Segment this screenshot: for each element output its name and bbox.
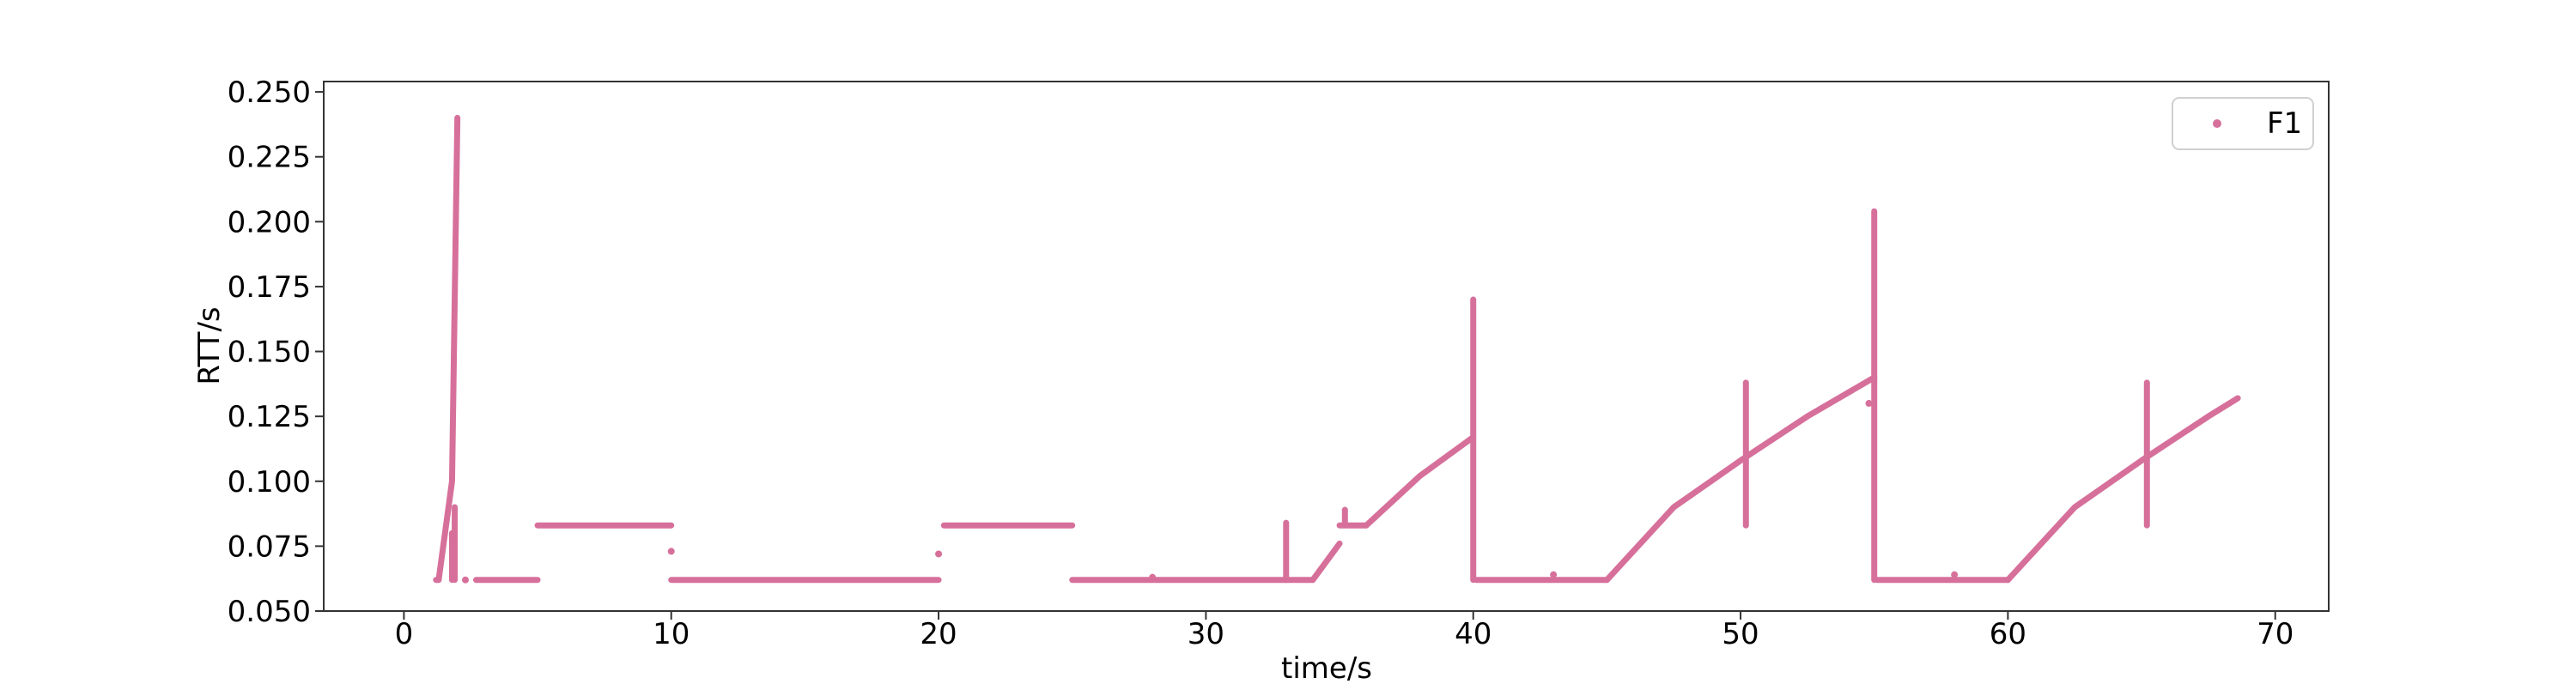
y-tick-label: 0.175 <box>228 270 311 305</box>
x-axis-label: time/s <box>1281 651 1372 686</box>
series-f1-segment <box>2004 395 2241 584</box>
y-tick-label: 0.200 <box>228 205 311 239</box>
series-f1-point <box>935 550 943 558</box>
series-f1-segment <box>1309 540 1343 584</box>
x-tick-label: 0 <box>395 617 414 651</box>
y-axis-ticks: 0.050 0.075 0.100 0.125 0.150 0.175 0.200 0.225… <box>228 76 324 629</box>
y-axis-label: RTT/s <box>192 306 227 384</box>
series-f1-point <box>462 576 470 584</box>
series-f1-segment <box>435 114 461 584</box>
x-tick-label: 30 <box>1188 617 1224 651</box>
y-tick-label: 0.150 <box>228 336 311 370</box>
y-tick-label: 0.225 <box>228 141 311 175</box>
y-tick-label: 0.050 <box>228 595 311 629</box>
x-tick-label: 10 <box>653 617 690 651</box>
series-f1-segment <box>1603 374 1878 584</box>
x-tick-label: 40 <box>1455 617 1492 651</box>
plot-frame <box>323 81 2330 612</box>
series-f1-segment <box>1363 433 1477 529</box>
y-tick-label: 0.075 <box>228 530 311 564</box>
x-axis-ticks: 0 10 20 30 40 50 60 70 <box>395 611 2293 651</box>
y-tick-label: 0.250 <box>228 76 311 110</box>
legend-marker <box>2213 119 2221 128</box>
y-tick-label: 0.100 <box>228 465 311 499</box>
x-tick-label: 50 <box>1722 617 1759 651</box>
series-layer <box>433 114 2241 584</box>
series-f1-point <box>1149 573 1157 581</box>
series-f1-point <box>667 548 675 555</box>
y-tick-label: 0.125 <box>228 400 311 434</box>
series-f1-point <box>1550 571 1558 578</box>
x-tick-label: 60 <box>1990 617 2026 651</box>
x-tick-label: 70 <box>2257 617 2293 651</box>
x-tick-label: 20 <box>920 617 957 651</box>
legend: F1 <box>2172 97 2314 150</box>
legend-label-f1: F1 <box>2267 106 2302 141</box>
series-f1-point <box>1865 400 1873 408</box>
series-f1-point <box>1951 571 1959 578</box>
legend-box <box>2172 97 2314 150</box>
